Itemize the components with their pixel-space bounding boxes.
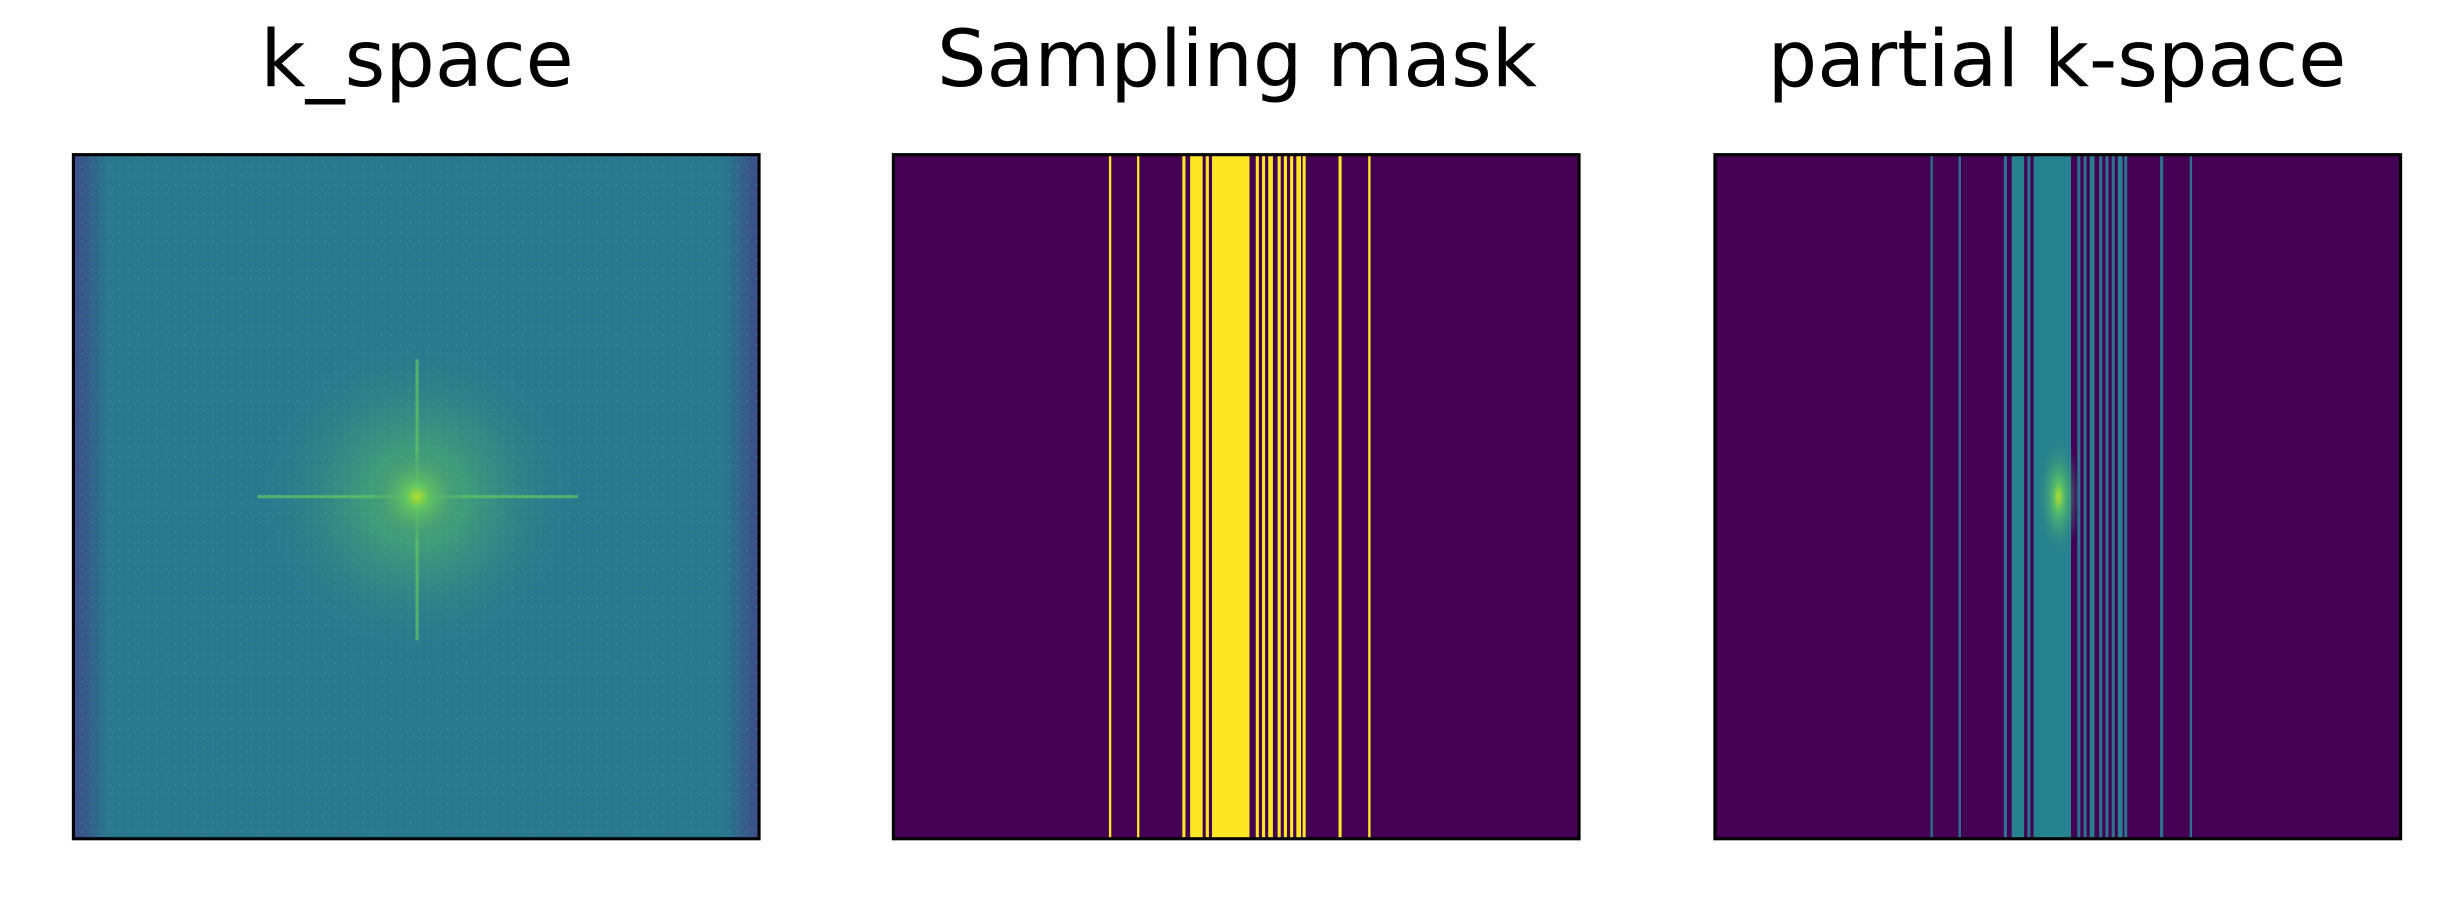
stripe (1930, 154, 1933, 839)
stripe (1283, 154, 1287, 839)
stripe (2027, 154, 2031, 839)
stripe (2189, 154, 2193, 839)
stripe (1205, 154, 1209, 839)
stripe (2124, 154, 2128, 839)
stripe (2089, 154, 2095, 839)
k-space-image (71, 153, 761, 841)
partial-k-space-image (1714, 154, 2401, 839)
stripe (2111, 154, 2115, 839)
stripe (2083, 154, 2087, 839)
stripe (1108, 154, 1112, 839)
stripe (2099, 154, 2103, 839)
stripe (1190, 154, 1203, 839)
stripe (2011, 154, 2025, 839)
stripe (1137, 154, 1140, 839)
stripe (2117, 154, 2123, 839)
stripe (1302, 154, 1306, 839)
stripe (1277, 154, 1281, 839)
stripe (1255, 154, 1259, 839)
panel-title: Sampling mask (937, 15, 1537, 105)
sampling-mask-image (893, 154, 1580, 839)
stripe (1268, 154, 1273, 839)
stripe (1368, 154, 1371, 839)
center-glow (2036, 434, 2081, 560)
stripe (1182, 154, 1186, 839)
panel-title: k_space (260, 15, 573, 105)
axes-frame (1713, 153, 2403, 841)
stripe (2105, 154, 2109, 839)
stripe (1212, 154, 1250, 839)
stripe (2003, 154, 2007, 839)
stripe (1261, 154, 1266, 839)
stripe (2160, 154, 2164, 839)
panel-title: partial k-space (1768, 15, 2347, 105)
stripe (1296, 154, 1302, 839)
stripe (1290, 154, 1294, 839)
axes-frame (891, 153, 1581, 841)
stripe (1338, 154, 1342, 839)
stripe (1958, 154, 1961, 839)
